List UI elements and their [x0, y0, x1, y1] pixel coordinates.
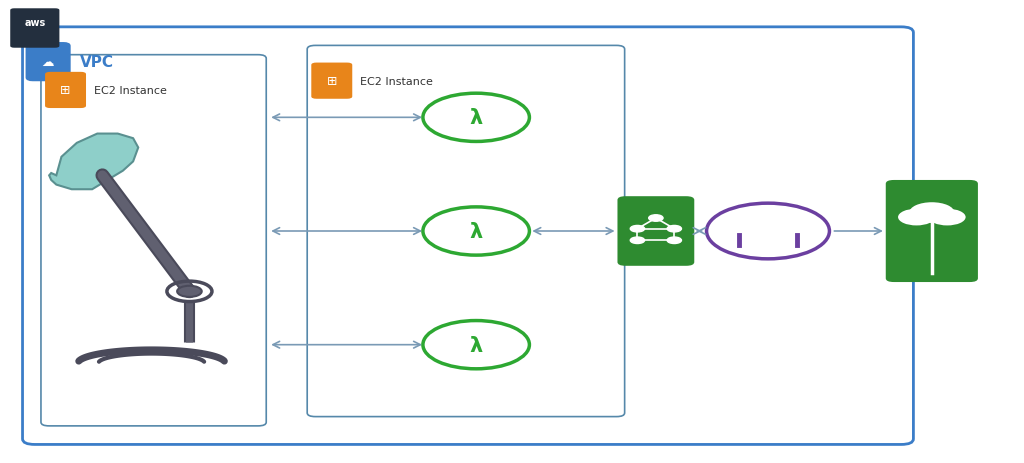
Text: λ: λ: [470, 221, 482, 242]
FancyBboxPatch shape: [617, 197, 694, 266]
Text: λ: λ: [470, 335, 482, 355]
FancyBboxPatch shape: [886, 181, 978, 282]
FancyBboxPatch shape: [27, 44, 70, 81]
Circle shape: [630, 226, 645, 232]
Circle shape: [630, 238, 645, 244]
Circle shape: [177, 286, 202, 297]
Text: VPC: VPC: [80, 55, 114, 70]
Circle shape: [929, 209, 966, 226]
Circle shape: [898, 209, 935, 226]
Text: aws: aws: [25, 18, 45, 28]
Circle shape: [668, 226, 682, 232]
FancyBboxPatch shape: [10, 9, 59, 49]
Circle shape: [649, 215, 664, 222]
FancyBboxPatch shape: [311, 63, 352, 100]
FancyBboxPatch shape: [45, 73, 86, 109]
Polygon shape: [49, 134, 138, 190]
Circle shape: [707, 204, 829, 259]
Circle shape: [909, 203, 954, 223]
Text: ⊞: ⊞: [60, 84, 71, 97]
Text: ⊞: ⊞: [327, 75, 337, 88]
Text: EC2 Instance: EC2 Instance: [360, 76, 433, 87]
Text: λ: λ: [470, 108, 482, 128]
Text: EC2 Instance: EC2 Instance: [94, 86, 167, 96]
Circle shape: [668, 238, 682, 244]
Text: ☁: ☁: [42, 56, 54, 69]
